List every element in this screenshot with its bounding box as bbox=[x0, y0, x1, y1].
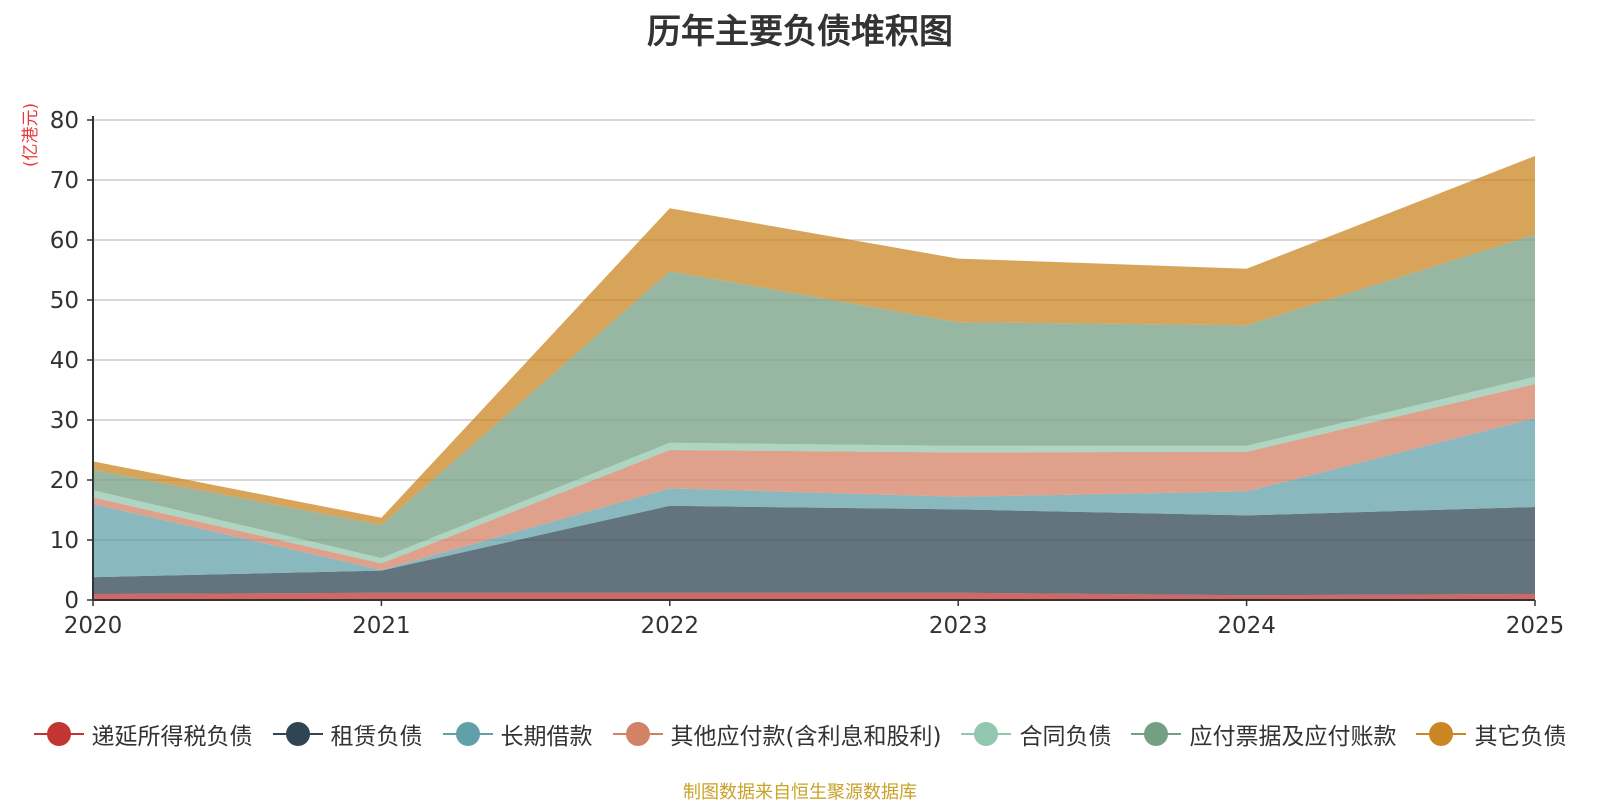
legend-label: 应付票据及应付账款 bbox=[1189, 724, 1397, 750]
x-tick-label: 2020 bbox=[64, 613, 123, 639]
y-tick-label: 20 bbox=[50, 468, 79, 494]
chart-title: 历年主要负债堆积图 bbox=[647, 12, 953, 52]
axes: 0 10 20 30 40 50 60 70 80 2020 2021 2022 2023 2024 202… bbox=[50, 108, 1565, 639]
x-tick-label: 2023 bbox=[929, 613, 988, 639]
y-tick-label: 40 bbox=[50, 348, 79, 374]
legend-item[interactable]: 应付票据及应付账款 bbox=[1131, 717, 1396, 751]
legend-item[interactable]: 合同负债 bbox=[961, 717, 1111, 751]
x-tick-label: 2021 bbox=[352, 613, 411, 639]
area-series-5 bbox=[93, 234, 1535, 558]
legend-marker-icon bbox=[442, 722, 493, 746]
legend-marker-icon bbox=[961, 722, 1012, 746]
legend-label: 租赁负债 bbox=[330, 724, 423, 750]
legend-label: 其他应付款(含利息和股利) bbox=[670, 724, 942, 750]
legend-marker-icon bbox=[272, 722, 323, 746]
legend-item[interactable]: 其它负债 bbox=[1416, 717, 1566, 751]
y-tick-label: 60 bbox=[50, 228, 79, 254]
legend-label: 合同负债 bbox=[1019, 724, 1112, 750]
area-series-0 bbox=[93, 592, 1535, 600]
legend-marker-icon bbox=[33, 722, 84, 746]
legend-label: 长期借款 bbox=[500, 724, 593, 750]
area-series-3 bbox=[93, 384, 1535, 570]
y-tick-label: 70 bbox=[50, 168, 79, 194]
legend-marker-icon bbox=[1131, 722, 1182, 746]
area-series-2 bbox=[93, 418, 1535, 578]
legend-label: 其它负债 bbox=[1474, 724, 1567, 750]
x-tick-label: 2022 bbox=[641, 613, 700, 639]
legend-marker-icon bbox=[612, 722, 663, 746]
y-tick-label: 50 bbox=[50, 288, 79, 314]
y-tick-label: 0 bbox=[64, 588, 79, 614]
legend-item[interactable]: 其他应付款(含利息和股利) bbox=[612, 717, 942, 751]
legend-item[interactable]: 递延所得税负债 bbox=[33, 717, 253, 751]
x-tick-label: 2024 bbox=[1217, 613, 1276, 639]
area-layers bbox=[93, 156, 1535, 600]
legend: 递延所得税负债 租赁负债 长期借款 其他应付款(含利息和股利) 合同负债 应付票据及应付账… bbox=[0, 712, 1600, 756]
legend-marker-icon bbox=[1416, 722, 1467, 746]
y-axis-label: (亿港元) bbox=[21, 103, 41, 167]
legend-item[interactable]: 租赁负债 bbox=[272, 717, 423, 751]
legend-label: 递延所得税负债 bbox=[91, 724, 253, 750]
y-tick-label: 30 bbox=[50, 408, 79, 434]
source-note: 制图数据来自恒生聚源数据库 bbox=[683, 782, 917, 803]
y-tick-label: 80 bbox=[50, 108, 79, 134]
y-tick-label: 10 bbox=[50, 528, 79, 554]
area-series-1 bbox=[93, 505, 1535, 596]
x-tick-label: 2025 bbox=[1506, 613, 1565, 639]
legend-item[interactable]: 长期借款 bbox=[442, 717, 593, 751]
